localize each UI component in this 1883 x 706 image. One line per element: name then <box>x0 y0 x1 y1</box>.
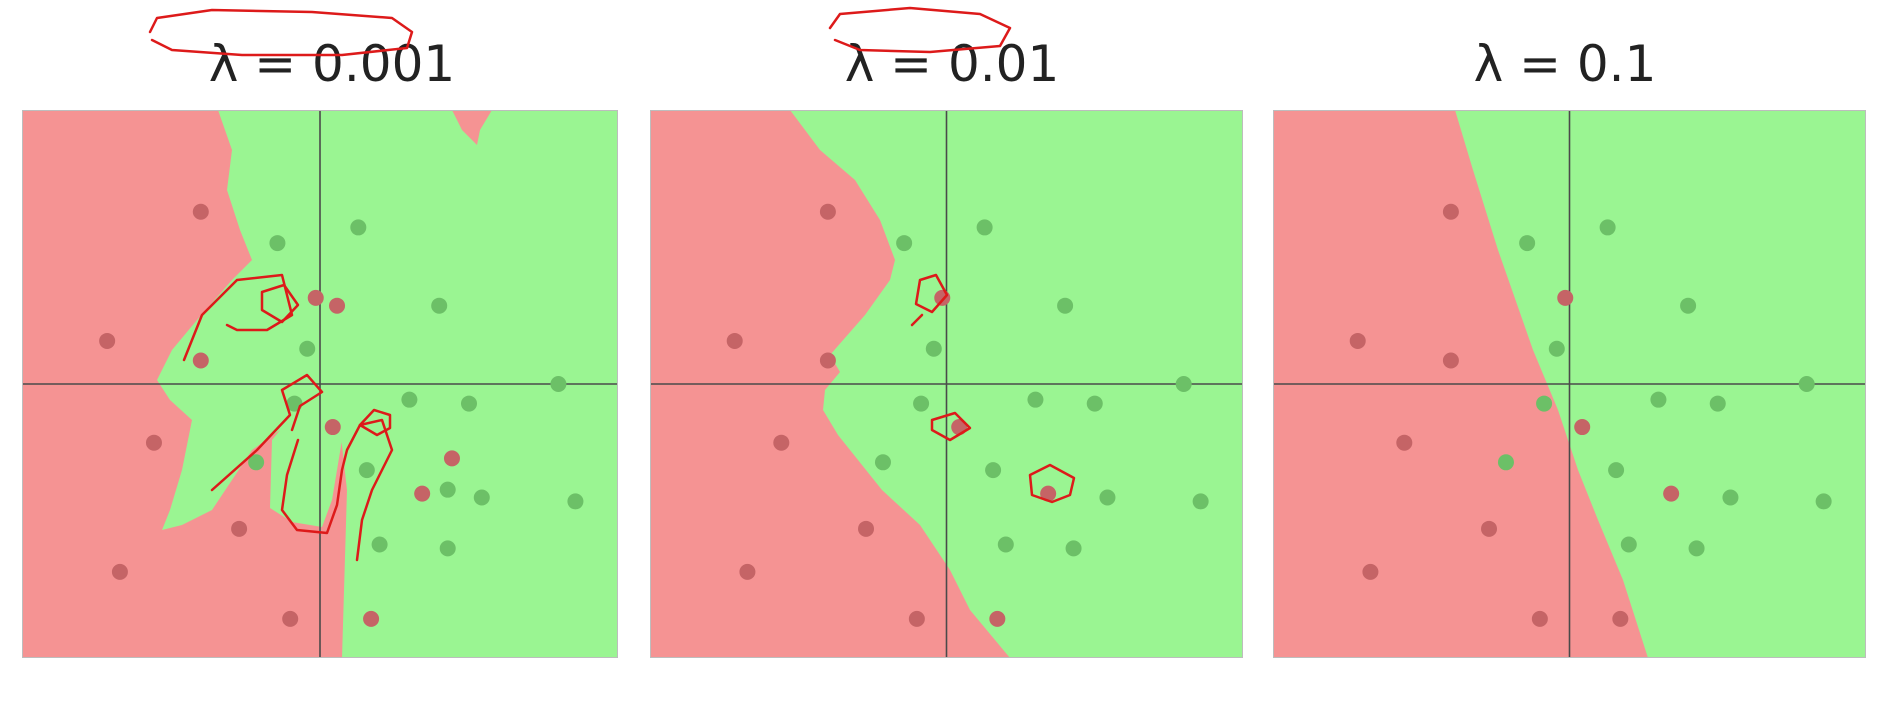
annotation-stroke-1-2 <box>930 411 972 442</box>
annotation-stroke-1-0 <box>914 273 949 314</box>
green-point-2-10 <box>1722 489 1739 506</box>
panel-title-lambda-001: λ = 0.01 <box>844 35 1060 93</box>
panel-0 <box>22 8 618 658</box>
green-point-2-1 <box>1519 235 1536 252</box>
green-point-2-13 <box>1688 540 1705 557</box>
frame-2 <box>1273 110 1866 658</box>
green-point-0-0 <box>350 219 367 236</box>
red-point-1-1 <box>726 332 743 349</box>
red-point-0-2 <box>192 352 209 369</box>
red-point-0-11 <box>414 485 431 502</box>
green-point-0-13 <box>371 536 388 553</box>
annotation-stroke-0-2 <box>210 373 324 492</box>
green-point-0-14 <box>439 540 456 557</box>
green-point-0-8 <box>248 454 265 471</box>
green-point-2-5 <box>1650 391 1667 408</box>
red-point-2-4 <box>1574 419 1591 436</box>
red-point-1-0 <box>819 203 836 220</box>
green-point-0-2 <box>431 297 448 314</box>
red-point-2-5 <box>1396 434 1413 451</box>
green-point-0-10 <box>439 481 456 498</box>
red-point-0-4 <box>329 297 346 314</box>
frame-0 <box>22 110 618 658</box>
annotation-stroke-0-0 <box>182 273 294 362</box>
green-point-2-0 <box>1599 219 1616 236</box>
red-point-2-6 <box>1481 520 1498 537</box>
green-point-2-7 <box>1798 376 1815 392</box>
green-point-1-7 <box>1175 376 1192 392</box>
red-point-1-5 <box>773 434 790 451</box>
red-point-0-0 <box>192 203 209 220</box>
red-point-1-2 <box>819 352 836 369</box>
red-point-1-10 <box>1040 485 1057 502</box>
green-point-1-6 <box>1086 395 1103 412</box>
annotation-stroke-1-1 <box>910 313 924 327</box>
green-point-1-3 <box>925 340 942 357</box>
green-point-0-12 <box>567 493 584 510</box>
red-point-1-8 <box>908 610 925 627</box>
green-point-2-2 <box>1680 297 1697 314</box>
green-point-0-3 <box>299 340 316 357</box>
green-point-0-7 <box>550 376 567 392</box>
green-point-2-9 <box>1608 462 1625 479</box>
red-point-0-12 <box>443 450 460 467</box>
green-point-1-13 <box>1065 540 1082 557</box>
green-point-1-11 <box>1192 493 1209 510</box>
frame-1 <box>650 110 1243 658</box>
red-point-1-3 <box>934 289 951 306</box>
red-point-1-9 <box>989 610 1006 627</box>
green-point-1-1 <box>896 235 913 252</box>
red-point-2-9 <box>1612 610 1629 627</box>
green-point-2-11 <box>1815 493 1832 510</box>
red-point-2-8 <box>1531 610 1548 627</box>
red-point-0-8 <box>282 610 299 627</box>
red-point-1-7 <box>739 563 756 580</box>
panel-1 <box>650 6 1243 658</box>
red-point-0-1 <box>99 332 116 349</box>
green-point-1-8 <box>874 454 891 471</box>
annotation-stroke-1-4 <box>828 6 1012 54</box>
green-point-1-2 <box>1057 297 1074 314</box>
annotation-stroke-0-1 <box>260 283 300 324</box>
red-point-2-10 <box>1663 485 1680 502</box>
annotation-stroke-0-4 <box>358 408 392 437</box>
green-point-2-6 <box>1709 395 1726 412</box>
annotation-stroke-0-5 <box>148 8 414 57</box>
green-point-0-6 <box>461 395 477 412</box>
green-point-0-11 <box>473 489 490 506</box>
red-point-2-7 <box>1362 563 1379 580</box>
red-point-0-7 <box>111 563 128 580</box>
green-point-2-4 <box>1536 395 1553 412</box>
red-point-2-3 <box>1557 289 1574 306</box>
red-point-0-6 <box>231 520 248 537</box>
green-point-1-9 <box>985 462 1002 479</box>
green-point-2-3 <box>1548 340 1565 357</box>
green-point-1-0 <box>976 219 993 236</box>
red-point-2-0 <box>1442 203 1459 220</box>
panel-title-lambda-0001: λ = 0.001 <box>208 35 456 93</box>
panel-title-lambda-01: λ = 0.1 <box>1473 35 1657 93</box>
annotation-stroke-1-3 <box>1028 463 1076 504</box>
red-point-0-5 <box>145 434 162 451</box>
red-point-0-9 <box>363 610 380 627</box>
red-point-2-1 <box>1349 332 1366 349</box>
green-point-1-10 <box>1099 489 1116 506</box>
green-point-2-12 <box>1620 536 1637 553</box>
green-point-0-5 <box>401 391 418 408</box>
green-point-0-1 <box>269 235 286 252</box>
red-point-2-2 <box>1442 352 1459 369</box>
panel-2 <box>1273 110 1866 658</box>
annotation-stroke-0-3 <box>280 418 394 562</box>
green-point-1-4 <box>913 395 930 412</box>
green-point-1-12 <box>997 536 1014 553</box>
green-point-0-9 <box>358 462 375 479</box>
red-point-0-3 <box>307 289 324 306</box>
green-point-2-8 <box>1497 454 1514 471</box>
red-point-0-10 <box>324 419 341 436</box>
red-point-1-6 <box>858 520 875 537</box>
green-point-1-5 <box>1027 391 1044 408</box>
